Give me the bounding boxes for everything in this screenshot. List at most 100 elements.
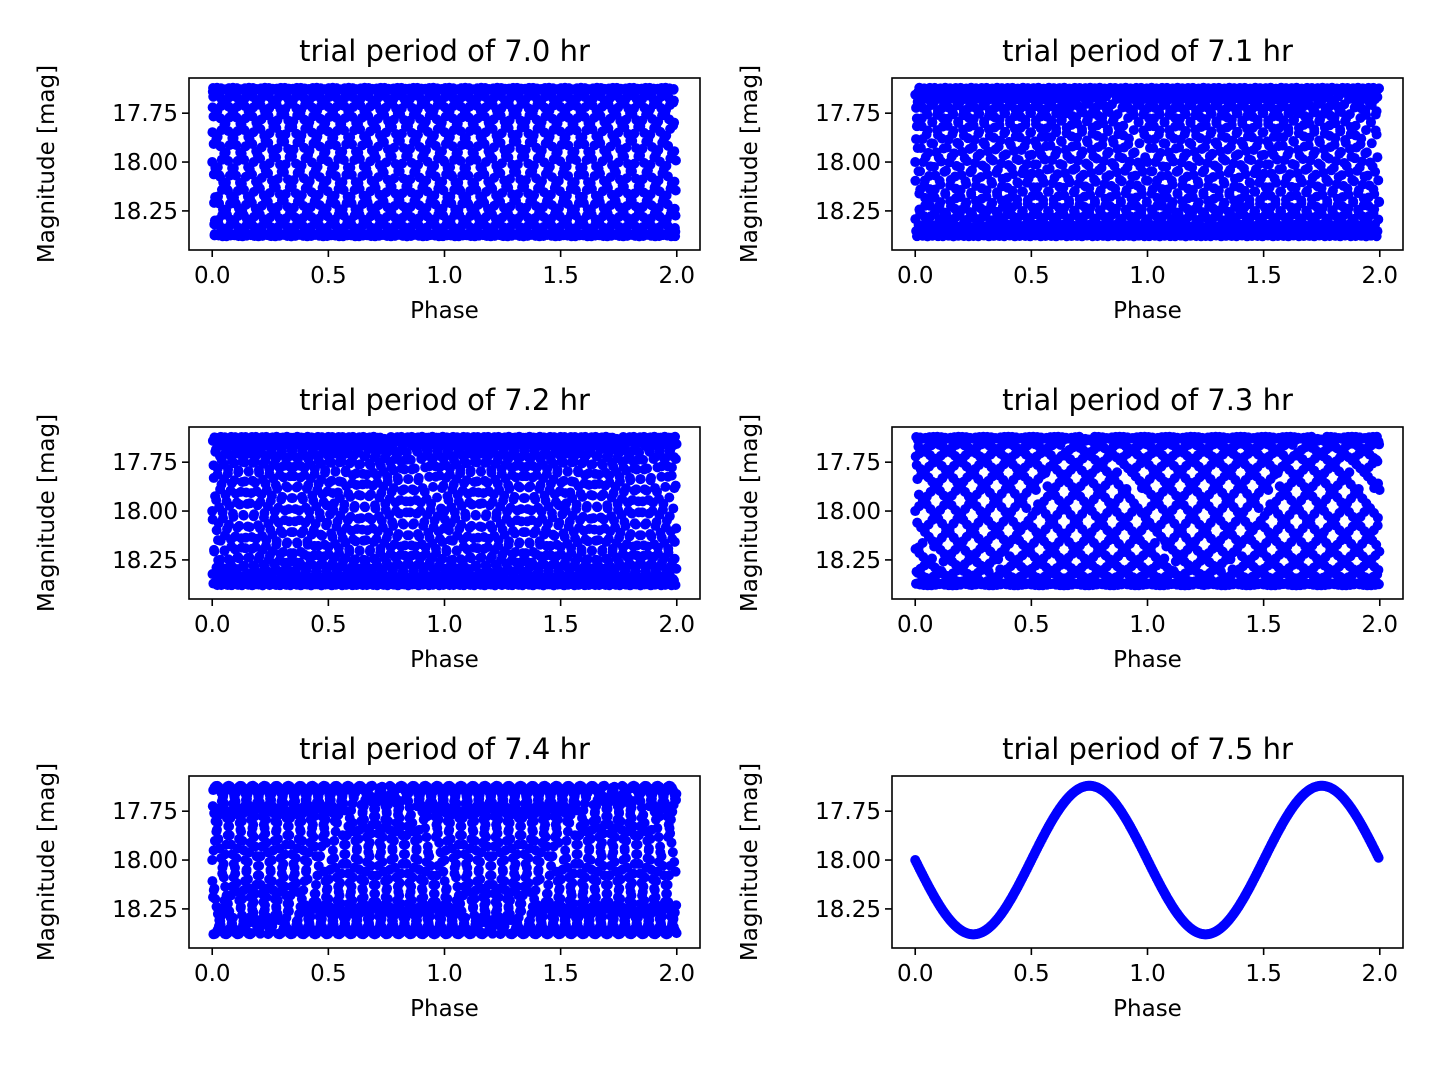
data-point — [970, 158, 981, 169]
data-point — [1177, 180, 1188, 191]
data-point — [1154, 125, 1165, 136]
data-point — [938, 143, 949, 154]
data-point — [669, 117, 680, 128]
data-point — [367, 563, 378, 574]
data-point — [1006, 163, 1017, 174]
data-point — [1244, 177, 1255, 188]
data-point — [1370, 166, 1381, 177]
data-point — [974, 126, 985, 137]
data-point — [939, 166, 950, 177]
data-point — [1296, 198, 1307, 209]
data-point — [261, 484, 272, 495]
data-point — [1075, 172, 1086, 183]
data-point — [928, 138, 939, 149]
data-point — [1374, 83, 1385, 94]
data-point — [1322, 197, 1333, 208]
data-point — [1053, 202, 1064, 213]
data-point — [467, 499, 478, 510]
data-point — [436, 452, 447, 463]
data-point — [260, 165, 271, 176]
data-point — [1319, 122, 1330, 133]
data-point — [385, 548, 396, 559]
data-point — [356, 513, 367, 524]
data-point — [1166, 152, 1177, 163]
data-point — [579, 478, 590, 489]
data-point — [571, 499, 582, 510]
data-point — [270, 454, 281, 465]
data-point — [1335, 126, 1346, 137]
data-point — [472, 543, 483, 554]
data-point — [346, 562, 357, 573]
data-point — [450, 513, 461, 524]
data-point — [315, 559, 326, 570]
data-point — [996, 181, 1007, 192]
data-point — [208, 460, 219, 471]
data-point — [617, 548, 628, 559]
data-point — [1065, 154, 1076, 165]
data-point — [344, 544, 355, 555]
data-point — [1020, 114, 1031, 125]
data-point — [291, 452, 302, 463]
data-point — [1285, 202, 1296, 213]
data-point — [360, 502, 371, 513]
data-point — [1282, 149, 1293, 160]
data-point — [1293, 144, 1304, 155]
data-point — [430, 461, 441, 472]
data-point — [1140, 152, 1151, 163]
data-point — [1244, 199, 1255, 210]
data-point — [414, 141, 425, 152]
data-point — [1242, 131, 1253, 142]
data-point — [918, 157, 929, 168]
data-point — [1046, 115, 1057, 126]
data-point — [981, 185, 992, 196]
data-point — [1234, 172, 1245, 183]
data-point — [338, 155, 349, 166]
data-point — [1353, 185, 1364, 196]
data-point — [944, 157, 955, 168]
data-point — [1076, 149, 1087, 160]
data-point — [1253, 135, 1264, 146]
data-point — [1337, 201, 1348, 212]
data-point — [372, 526, 383, 537]
data-point — [1021, 135, 1032, 146]
data-point — [487, 496, 498, 507]
data-point — [1222, 144, 1233, 155]
data-point — [532, 153, 543, 164]
data-point — [1361, 125, 1372, 136]
data-point — [1149, 113, 1160, 124]
data-point — [491, 507, 502, 518]
data-point — [1060, 144, 1071, 155]
data-point — [327, 532, 338, 543]
data-point — [567, 510, 578, 521]
data-point — [964, 143, 975, 154]
data-point — [381, 557, 392, 568]
data-point — [537, 558, 548, 569]
data-point — [216, 479, 227, 490]
data-point — [671, 439, 682, 450]
data-point — [1281, 172, 1292, 183]
data-point — [934, 175, 945, 186]
data-point — [246, 532, 257, 543]
data-point — [1150, 157, 1161, 168]
data-point — [439, 514, 450, 525]
data-point — [1193, 197, 1204, 208]
data-point — [1227, 135, 1238, 146]
data-point — [631, 143, 642, 154]
data-point — [395, 549, 406, 560]
data-point — [968, 114, 979, 125]
data-point — [1339, 158, 1350, 169]
data-point — [549, 530, 560, 541]
data-point — [984, 130, 995, 141]
data-point — [933, 152, 944, 163]
data-point — [488, 447, 499, 458]
data-point — [438, 480, 449, 491]
data-point — [1366, 138, 1377, 149]
data-point — [950, 171, 960, 182]
data-point — [662, 461, 673, 472]
subplot-title: trial period of 7.1 hr — [1002, 34, 1293, 68]
data-point — [1159, 117, 1170, 128]
data-point — [1365, 117, 1376, 127]
data-point — [670, 155, 681, 166]
data-point — [628, 549, 639, 560]
data-point — [251, 486, 262, 497]
